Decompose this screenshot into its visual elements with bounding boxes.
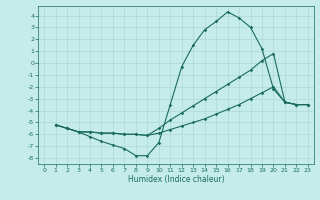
X-axis label: Humidex (Indice chaleur): Humidex (Indice chaleur)	[128, 175, 224, 184]
